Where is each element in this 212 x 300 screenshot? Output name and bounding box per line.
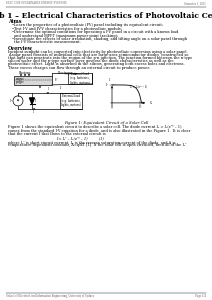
Bar (68, 73, 92, 84)
Text: •: • (11, 23, 13, 27)
Text: Incident sunlight can be converted into electricity by photovoltaic conversion u: Incident sunlight can be converted into … (8, 50, 188, 54)
Text: and understand MPPT (maximum power point tracking);: and understand MPPT (maximum power point… (14, 34, 118, 38)
Text: Aims: Aims (8, 19, 21, 24)
Text: Semester 1, 2011: Semester 1, 2011 (184, 2, 206, 5)
Text: I = Iₛᶜ – I₀(eᵛᵞ – 1)          (1): I = Iₛᶜ – I₀(eᵛᵞ – 1) (1) (56, 136, 104, 140)
Text: External load
(e.g. batteries,
lights, motors): External load (e.g. batteries, lights, m… (70, 72, 90, 85)
Text: •: • (11, 30, 13, 34)
Bar (14, 76, 52, 85)
Text: Lab 1 – Electrical Characteristics of Photovoltaic Cells: Lab 1 – Electrical Characteristics of Ph… (0, 12, 212, 20)
Text: Iₛᶜ: Iₛᶜ (106, 83, 109, 87)
Text: Vₒᶜ: Vₒᶜ (138, 105, 142, 110)
Text: Iₛᶜ: Iₛᶜ (10, 99, 12, 103)
Text: ELEC 5508 SUSTAINABLE ENERGY SYSTEMS: ELEC 5508 SUSTAINABLE ENERGY SYSTEMS (6, 2, 67, 5)
Text: Iₑ: Iₑ (35, 99, 37, 103)
Text: that light can penetrate into the region of the p-n junction. The junction forme: that light can penetrate into the region… (8, 56, 192, 60)
Text: Page 1/4: Page 1/4 (195, 293, 206, 298)
Text: Vₒ: Vₒ (149, 101, 152, 105)
Text: Test I-V and IV-V characteristics for a photovoltaic module;: Test I-V and IV-V characteristics for a … (14, 27, 122, 31)
Text: I: I (47, 87, 49, 92)
Text: silicon wafer and the p-type surface layer governs the diode characteristics as : silicon wafer and the p-type surface lay… (8, 59, 174, 63)
Text: n-type: n-type (16, 77, 25, 81)
Text: photovoltaic effect. Light is absorbed in the silicon, generating both excess ho: photovoltaic effect. Light is absorbed i… (8, 62, 185, 67)
Text: I: I (59, 86, 61, 90)
Text: that the current I that flows to the external circuit is: that the current I that flows to the ext… (8, 132, 106, 136)
Text: p-type: p-type (16, 80, 25, 84)
Text: Iₑ: Iₑ (109, 78, 111, 82)
Text: Iₑ = I₀(eᵛᵞ – 1): Iₑ = I₀(eᵛᵞ – 1) (130, 85, 147, 89)
Text: These excess charges can flow through an external circuit to produce power.: These excess charges can flow through an… (8, 66, 150, 70)
Text: Photons: Photons (19, 71, 31, 75)
Text: A solar panel consists of individual cells that are large-area semiconductor dio: A solar panel consists of individual cel… (8, 53, 188, 57)
Text: School of Electrical and Information Engineering, University of Sydney: School of Electrical and Information Eng… (6, 293, 94, 298)
Text: Learn the properties of a photovoltaic (PV) panel including its equivalent circu: Learn the properties of a photovoltaic (… (14, 23, 163, 27)
Text: Overview: Overview (8, 46, 33, 51)
Bar (60, 93, 82, 109)
Text: Determine the optimal conditions for operating a PV panel in a circuit with a kn: Determine the optimal conditions for ope… (14, 30, 178, 34)
Text: Electrons: Electrons (58, 71, 73, 75)
Text: •: • (11, 27, 13, 31)
Text: Investigate the effects of solar irradiation, shading, and tilting angle on a so: Investigate the effects of solar irradia… (14, 37, 187, 41)
Text: Figure 1 shows the equivalent circuit to describe a solar cell. The diode curren: Figure 1 shows the equivalent circuit to… (8, 125, 181, 129)
Text: External load
(e.g. batteries,
lights, motors): External load (e.g. batteries, lights, m… (61, 94, 81, 107)
Text: Figure 1: Equivalent Circuit of a Solar Cell: Figure 1: Equivalent Circuit of a Solar … (64, 121, 148, 125)
Text: •: • (11, 37, 13, 41)
Text: I: I (32, 110, 33, 114)
Text: where Iₛᶜ is short circuit current, I₀ is the reverse saturation current of the : where Iₛᶜ is short circuit current, I₀ i… (8, 140, 176, 144)
Text: V: V (55, 78, 57, 82)
Polygon shape (29, 98, 35, 104)
Text: temperature-dependent constant, A=q/kT [1]. If the solar cell is open circuited,: temperature-dependent constant, A=q/kT [… (8, 143, 186, 147)
Text: comes from the standard I-V equation for a diode, and is also illustrated in the: comes from the standard I-V equation for… (8, 129, 190, 133)
Text: the I-V characteristic measurement.: the I-V characteristic measurement. (14, 40, 81, 44)
